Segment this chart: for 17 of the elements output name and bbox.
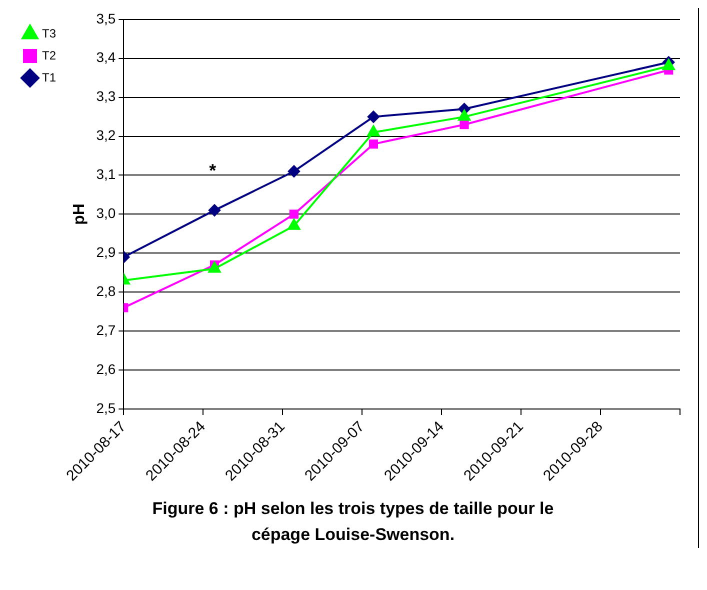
legend-label: T3 bbox=[42, 26, 56, 40]
y-tick-label: 2,9 bbox=[96, 244, 116, 260]
y-tick-label: 3,5 bbox=[96, 10, 116, 26]
y-tick-label: 2,5 bbox=[96, 400, 116, 416]
y-tick-label: 2,8 bbox=[96, 282, 116, 299]
y-tick-label: 2,6 bbox=[96, 360, 116, 377]
y-tick-label: 3,3 bbox=[96, 88, 116, 104]
legend-label: T1 bbox=[42, 70, 56, 84]
legend-label: T2 bbox=[42, 48, 56, 62]
y-tick-label: 3,4 bbox=[96, 49, 116, 66]
y-tick-label: 2,7 bbox=[96, 322, 116, 338]
annotation: * bbox=[209, 160, 216, 180]
text: Figure 6 : pH selon les trois types de taille pour le cépage Louise-Swenson. bbox=[151, 498, 555, 546]
y-tick-label: 3,2 bbox=[96, 127, 116, 144]
y-tick-label: 3,1 bbox=[96, 166, 116, 182]
y-tick-label: 3,0 bbox=[96, 205, 116, 222]
y-axis-title: pH bbox=[71, 204, 88, 225]
